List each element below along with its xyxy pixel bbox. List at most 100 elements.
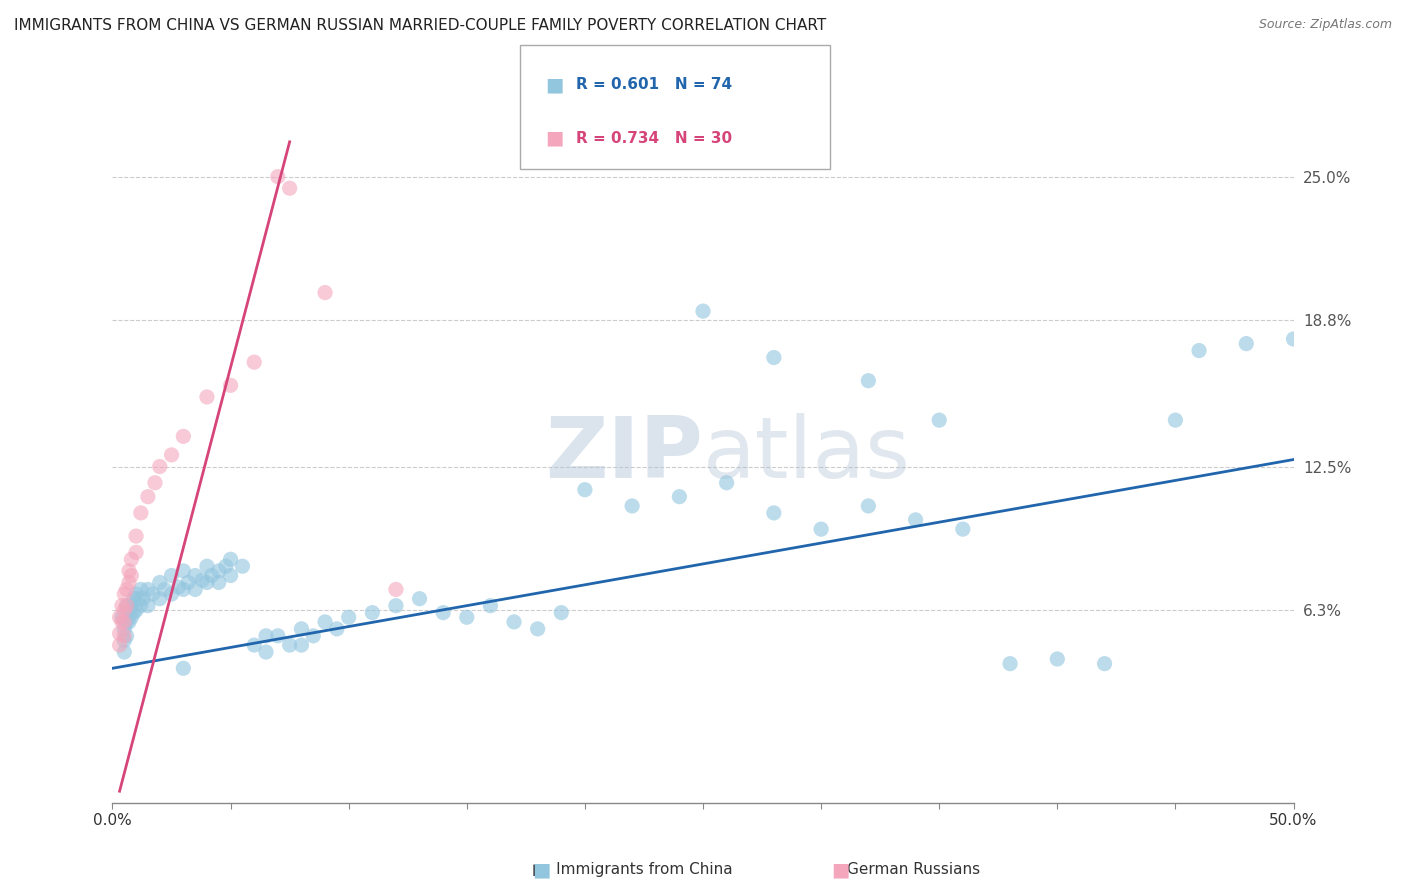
Point (160, 568, 183, 582)
Point (118, 575, 141, 590)
Point (160, 587, 183, 601)
Text: ■: ■ (531, 860, 551, 880)
Text: ■: ■ (546, 75, 564, 95)
Point (314, 285, 336, 300)
Text: R = 0.601   N = 74: R = 0.601 N = 74 (576, 78, 733, 92)
Point (129, 506, 152, 520)
Point (267, 629, 290, 643)
Point (215, 559, 238, 574)
Text: IMMIGRANTS FROM CHINA VS GERMAN RUSSIAN MARRIED-COUPLE FAMILY POVERTY CORRELATIO: IMMIGRANTS FROM CHINA VS GERMAN RUSSIAN … (14, 18, 827, 33)
Point (904, 513, 927, 527)
Point (290, 638, 312, 652)
Point (136, 599, 159, 613)
Point (120, 568, 142, 582)
Point (1094, 657, 1116, 671)
Point (219, 568, 242, 582)
Point (254, 645, 277, 659)
Point (361, 606, 384, 620)
Point (112, 633, 135, 648)
Point (385, 582, 408, 597)
Point (479, 599, 502, 613)
Point (1282, 332, 1305, 346)
Point (149, 575, 172, 590)
Point (112, 629, 135, 643)
Point (108, 626, 131, 640)
Text: ■: ■ (831, 860, 851, 880)
Point (692, 304, 714, 318)
Point (167, 580, 190, 594)
Point (208, 575, 231, 590)
Point (127, 591, 149, 606)
Point (125, 529, 148, 543)
Point (111, 610, 134, 624)
Text: ■  Immigrants from China: ■ Immigrants from China (533, 863, 733, 877)
Point (952, 522, 974, 536)
Point (149, 591, 172, 606)
Point (408, 591, 430, 606)
Point (456, 610, 478, 624)
Point (201, 568, 224, 582)
Point (1188, 343, 1211, 358)
Point (574, 483, 596, 497)
Point (184, 568, 207, 582)
Point (136, 490, 159, 504)
Text: Source: ZipAtlas.com: Source: ZipAtlas.com (1258, 18, 1392, 31)
Point (112, 603, 135, 617)
Point (385, 599, 408, 613)
Point (112, 622, 135, 636)
Point (172, 582, 194, 597)
Point (129, 582, 152, 597)
Point (120, 552, 142, 566)
Text: ZIP: ZIP (546, 413, 703, 497)
Point (108, 610, 131, 624)
Point (231, 559, 253, 574)
Point (290, 622, 312, 636)
Point (1046, 652, 1069, 666)
Point (621, 499, 644, 513)
Point (337, 610, 360, 624)
Point (125, 545, 148, 559)
Text: ■: ■ (546, 128, 564, 148)
Point (184, 582, 207, 597)
Point (1234, 336, 1257, 351)
Point (314, 615, 336, 629)
Point (172, 661, 194, 675)
Point (120, 610, 142, 624)
Point (998, 657, 1021, 671)
Point (243, 638, 266, 652)
Point (302, 629, 325, 643)
Point (160, 448, 183, 462)
Point (115, 582, 138, 597)
Point (143, 475, 166, 490)
Point (115, 615, 138, 629)
Point (550, 606, 572, 620)
Point (219, 378, 242, 392)
Point (243, 355, 266, 369)
Point (762, 506, 785, 520)
Point (219, 552, 242, 566)
Point (195, 575, 218, 590)
Point (120, 599, 142, 613)
Point (810, 522, 832, 536)
Point (122, 591, 145, 606)
Point (112, 615, 135, 629)
Point (254, 629, 277, 643)
Text: R = 0.734   N = 30: R = 0.734 N = 30 (576, 131, 733, 145)
Point (267, 169, 290, 184)
Point (118, 603, 141, 617)
Point (172, 429, 194, 443)
Point (118, 615, 141, 629)
Point (762, 351, 785, 365)
Point (326, 622, 349, 636)
Text: atlas: atlas (703, 413, 911, 497)
Point (125, 603, 148, 617)
Point (115, 599, 138, 613)
Point (112, 587, 135, 601)
Point (115, 629, 138, 643)
Point (208, 564, 231, 578)
Point (177, 575, 200, 590)
Point (278, 638, 301, 652)
Point (149, 459, 172, 474)
Point (111, 615, 134, 629)
Point (668, 490, 690, 504)
